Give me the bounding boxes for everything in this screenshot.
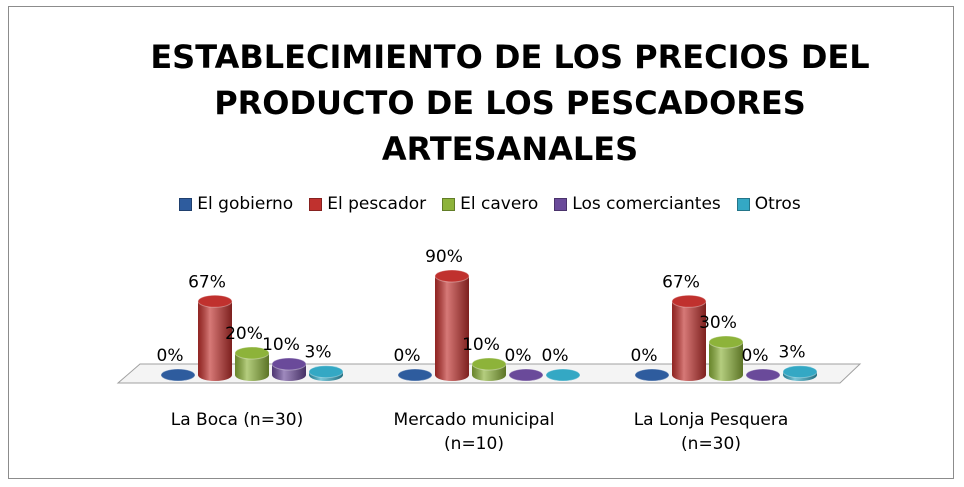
legend-swatch bbox=[554, 197, 568, 211]
legend-item: El gobierno bbox=[179, 194, 293, 214]
value-label: 0% bbox=[742, 346, 769, 366]
legend-item: Los comerciantes bbox=[554, 194, 721, 214]
bar-shade bbox=[198, 301, 232, 381]
value-label: 10% bbox=[262, 335, 300, 355]
bar-top bbox=[634, 368, 670, 382]
bar-top bbox=[471, 357, 507, 371]
legend-label: Otros bbox=[754, 194, 801, 214]
bar-top bbox=[434, 269, 470, 283]
bar-shade bbox=[235, 353, 269, 381]
legend-label: El cavero bbox=[460, 194, 539, 214]
bar-top bbox=[397, 368, 433, 382]
legend-label: Los comerciantes bbox=[572, 194, 721, 214]
value-label: 0% bbox=[394, 346, 421, 366]
bar-top bbox=[308, 365, 344, 379]
value-label: 0% bbox=[157, 346, 184, 366]
bar-top bbox=[708, 335, 744, 349]
value-label: 0% bbox=[505, 346, 532, 366]
value-label: 3% bbox=[305, 343, 332, 363]
bar-top bbox=[545, 368, 581, 382]
value-label: 30% bbox=[699, 313, 737, 333]
legend-swatch bbox=[736, 197, 750, 211]
bar-top bbox=[745, 368, 781, 382]
value-label: 0% bbox=[542, 346, 569, 366]
legend-item: El cavero bbox=[442, 194, 538, 214]
chart-title: ESTABLECIMIENTO DE LOS PRECIOS DEL PRODU… bbox=[150, 38, 870, 168]
bar-shade bbox=[672, 301, 706, 381]
bar-top bbox=[782, 365, 818, 379]
value-label: 67% bbox=[662, 272, 700, 292]
value-label: 0% bbox=[631, 346, 658, 366]
bar-top bbox=[197, 294, 233, 308]
legend-swatch bbox=[179, 197, 193, 211]
legend-label: El pescador bbox=[327, 194, 427, 214]
bar-top bbox=[508, 368, 544, 382]
bar-top bbox=[671, 294, 707, 308]
legend-swatch bbox=[309, 197, 323, 211]
bar-shade bbox=[709, 342, 743, 381]
legend-item: El pescador bbox=[309, 194, 426, 214]
x-tick-label: La Lonja Pesquera (n=30) bbox=[633, 410, 789, 454]
value-label: 10% bbox=[462, 335, 500, 355]
value-label: 90% bbox=[425, 247, 463, 267]
legend-label: El gobierno bbox=[197, 194, 294, 214]
x-tick-label: Mercado municipal (n=10) bbox=[393, 410, 555, 454]
bar-top bbox=[160, 368, 196, 382]
value-label: 20% bbox=[225, 324, 263, 344]
legend: El gobierno El pescador El cavero Los comer… bbox=[0, 194, 964, 214]
legend-swatch bbox=[442, 197, 456, 211]
legend-item: Otros bbox=[736, 194, 801, 214]
value-label: 67% bbox=[188, 272, 226, 292]
x-tick-label: La Boca (n=30) bbox=[170, 410, 304, 430]
chart-frame bbox=[8, 6, 954, 479]
value-label: 3% bbox=[779, 343, 806, 363]
bar-top bbox=[234, 346, 270, 360]
bar-top bbox=[271, 357, 307, 371]
bar-shade bbox=[435, 276, 469, 381]
